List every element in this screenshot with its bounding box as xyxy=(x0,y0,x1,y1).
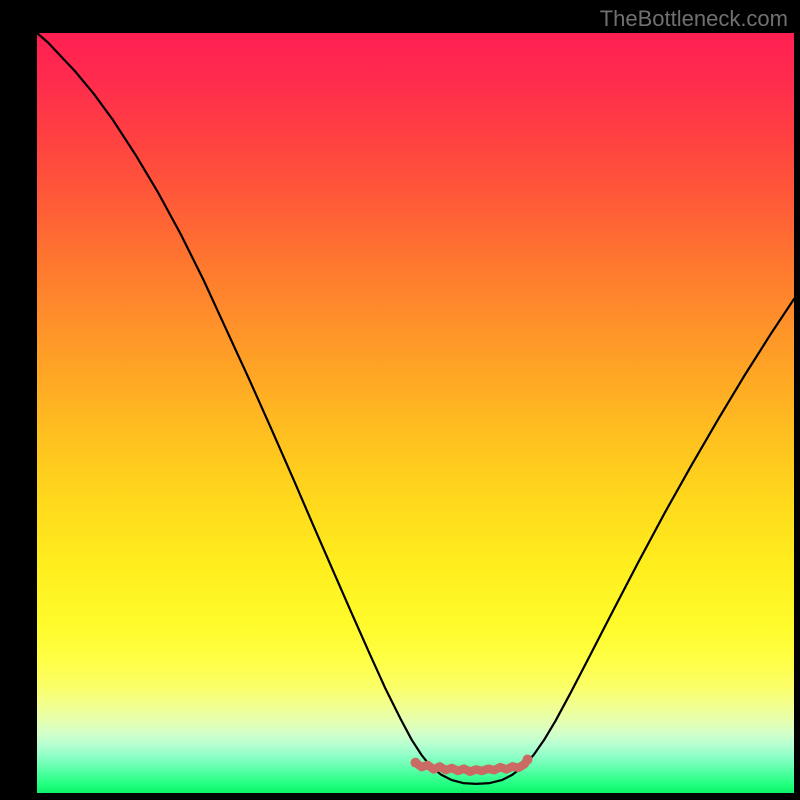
watermark-text: TheBottleneck.com xyxy=(600,6,788,32)
marker-start-dot xyxy=(411,758,421,768)
marker-end-dot xyxy=(523,755,533,765)
bottleneck-chart xyxy=(0,0,800,800)
chart-frame: TheBottleneck.com xyxy=(0,0,800,800)
